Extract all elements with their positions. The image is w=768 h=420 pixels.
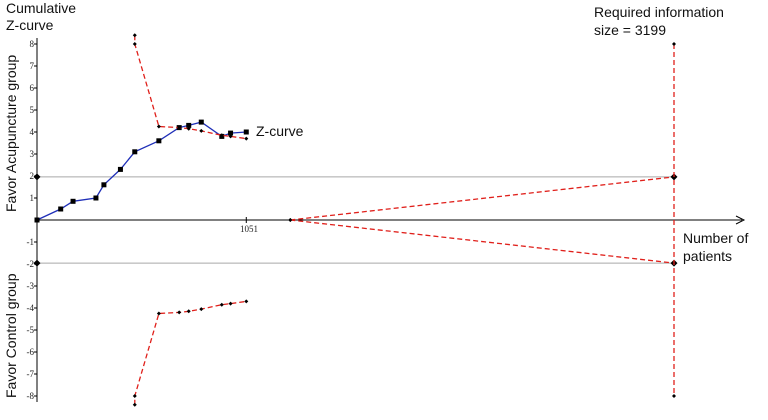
zcurve-label: Z-curve xyxy=(256,123,304,139)
y-axis-label-lower: Favor Control group xyxy=(3,273,19,398)
lower-monitoring-boundary-line xyxy=(134,300,247,405)
lower-monitoring-boundary-point xyxy=(132,402,137,407)
ris-label-line-2: size = 3199 xyxy=(594,22,666,38)
lower-futility-boundary-line xyxy=(290,219,675,264)
y-tick-labels: 8 7 6 5 4 3 2 1 -1 -2 -3 -4 -5 -6 -7 -8 xyxy=(27,39,35,401)
zcurve-point xyxy=(186,122,192,128)
lower-monitoring-boundary-point xyxy=(219,302,224,307)
upper-futility-boundary-line xyxy=(290,176,675,221)
upper-monitoring-boundary-point xyxy=(132,42,137,46)
upper-monitoring-boundary-point xyxy=(186,126,191,131)
zcurve-point xyxy=(70,198,76,204)
zcurve-point xyxy=(117,166,123,172)
zcurve-point xyxy=(101,182,107,188)
y-tick-label: 2 xyxy=(30,171,35,181)
x-axis-label: Number of patients xyxy=(683,230,752,264)
ris-label-line-1: Required information xyxy=(594,4,724,20)
upper-monitoring-boundary-point xyxy=(219,133,224,138)
chart-title-line-2: Z-curve xyxy=(6,17,54,33)
y-tick-label: 5 xyxy=(30,105,35,115)
y-tick-label: 6 xyxy=(30,83,35,93)
upper-monitoring-boundary-point xyxy=(132,33,137,38)
y-tick-label: 1 xyxy=(30,193,35,203)
x-axis-label-line-1: Number of xyxy=(683,230,748,246)
lower-monitoring-boundary-point xyxy=(228,301,233,306)
y-tick-label: -1 xyxy=(27,237,35,247)
conventional-boundary-marker xyxy=(33,259,41,267)
zcurve-point xyxy=(34,217,40,223)
zcurve-point xyxy=(156,138,162,144)
lower-monitoring-boundary-point xyxy=(244,299,249,304)
y-tick-label: -6 xyxy=(27,347,35,357)
series-layer xyxy=(34,33,678,407)
y-tick-label: 3 xyxy=(30,149,35,159)
zcurve-point xyxy=(132,149,138,155)
y-tick-label: -2 xyxy=(27,259,35,269)
lower-monitoring-boundary-point xyxy=(132,394,137,398)
upper-monitoring-boundary-point xyxy=(244,136,249,141)
ris-bottom-point xyxy=(672,394,676,398)
chart-title-line-1: Cumulative xyxy=(6,0,76,16)
ris-top-point xyxy=(672,42,676,46)
upper-monitoring-boundary-point xyxy=(156,124,161,129)
lower-monitoring-boundary-point xyxy=(156,311,161,316)
zcurve-point xyxy=(198,119,204,125)
zcurve-point xyxy=(228,130,234,136)
y-axis-label-upper: Favor Acupuncture group xyxy=(3,55,19,212)
lower-monitoring-boundary-point xyxy=(177,310,182,315)
y-tick-label: -3 xyxy=(27,281,35,291)
lower-monitoring-boundary-point xyxy=(186,309,191,314)
axes xyxy=(34,38,746,402)
y-tick-label: -4 xyxy=(27,303,35,313)
y-tick-label: 4 xyxy=(30,127,35,137)
zcurve-point xyxy=(93,195,99,201)
required-information-size-label: Required information size = 3199 xyxy=(594,4,728,38)
zcurve-point xyxy=(243,129,249,135)
lower-futility-boundary-start-point xyxy=(288,218,293,222)
lower-monitoring-boundary-point xyxy=(199,307,204,312)
x-axis-label-line-2: patients xyxy=(683,248,732,264)
upper-monitoring-boundary-point xyxy=(228,134,233,139)
upper-monitoring-boundary-point xyxy=(199,128,204,133)
y-tick-label: 7 xyxy=(30,61,35,71)
conventional-boundary-marker xyxy=(33,173,41,181)
upper-monitoring-boundary-point xyxy=(177,125,182,130)
chart-title: Cumulative Z-curve xyxy=(6,0,80,33)
x-tick-label: 1051 xyxy=(240,224,258,234)
y-tick-label: -8 xyxy=(27,391,35,401)
x-axis-arrow xyxy=(735,215,746,225)
y-tick-label: 8 xyxy=(30,39,35,49)
zcurve-line xyxy=(36,121,247,221)
zcurve-point xyxy=(58,206,64,212)
conventional-boundaries xyxy=(33,173,674,267)
y-tick-label: -7 xyxy=(27,369,35,379)
y-tick-label: -5 xyxy=(27,325,35,335)
